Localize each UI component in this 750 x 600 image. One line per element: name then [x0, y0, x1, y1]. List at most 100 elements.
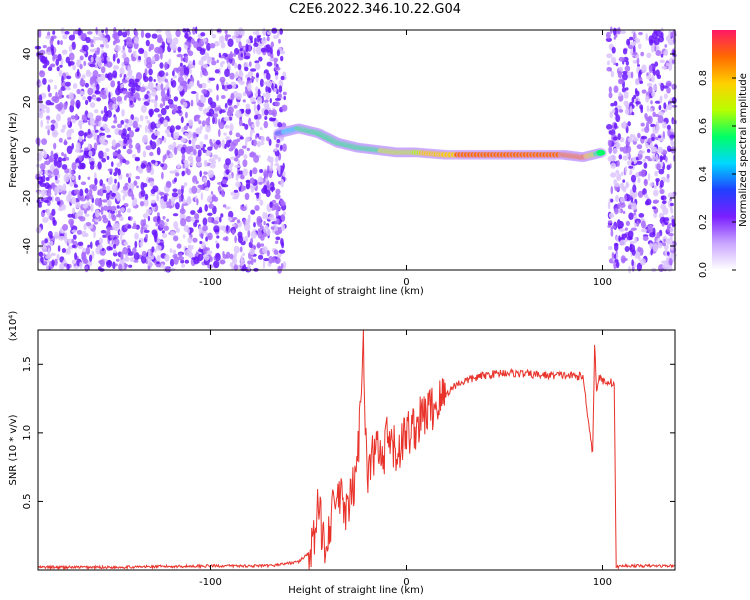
noise-speckle: [636, 144, 643, 150]
noise-speckle: [105, 44, 110, 49]
noise-speckle: [116, 162, 122, 168]
colorbar-tick-label: 0.2: [698, 214, 709, 230]
noise-speckle: [54, 186, 59, 195]
noise-speckle: [665, 177, 670, 183]
noise-speckle: [115, 208, 118, 215]
noise-speckle: [211, 34, 217, 39]
noise-speckle: [179, 62, 183, 67]
noise-speckle: [121, 109, 125, 117]
noise-speckle: [101, 157, 107, 163]
noise-speckle: [88, 96, 92, 103]
noise-speckle: [223, 116, 230, 122]
noise-speckle: [224, 124, 230, 129]
noise-speckle: [228, 210, 234, 219]
noise-speckle: [667, 192, 674, 199]
noise-speckle: [242, 168, 248, 176]
x-tick-label: 0: [403, 277, 409, 288]
noise-speckle: [184, 54, 189, 64]
noise-speckle: [281, 223, 286, 232]
noise-speckle: [216, 235, 220, 239]
noise-speckle: [47, 84, 51, 93]
noise-speckle: [232, 195, 239, 200]
noise-speckle: [172, 108, 177, 114]
noise-speckle: [47, 129, 50, 136]
noise-speckle: [250, 209, 256, 215]
noise-speckle: [133, 82, 139, 88]
noise-speckle: [40, 119, 44, 128]
noise-speckle: [607, 60, 610, 66]
noise-speckle: [280, 75, 285, 81]
noise-speckle: [56, 200, 61, 206]
noise-speckle: [249, 129, 253, 138]
noise-speckle: [269, 117, 274, 122]
noise-speckle: [263, 99, 269, 103]
noise-speckle: [78, 155, 83, 162]
noise-speckle: [666, 238, 670, 246]
noise-speckle: [42, 174, 46, 183]
noise-speckle: [140, 219, 145, 227]
noise-speckle: [643, 162, 648, 169]
noise-speckle: [623, 91, 629, 99]
noise-speckle: [652, 243, 659, 252]
noise-speckle: [88, 188, 93, 196]
noise-speckle: [168, 204, 173, 209]
noise-speckle: [652, 111, 656, 118]
signal-trace-layer: [273, 123, 607, 163]
noise-speckle: [244, 66, 249, 72]
noise-speckle: [160, 83, 164, 91]
noise-speckle: [69, 167, 72, 175]
noise-speckle: [668, 103, 672, 111]
noise-speckle: [71, 259, 76, 265]
noise-speckle: [134, 37, 139, 44]
noise-speckle: [204, 204, 208, 212]
noise-speckle: [117, 80, 121, 85]
noise-speckle: [168, 144, 174, 150]
noise-speckle: [618, 109, 624, 113]
noise-speckle: [249, 248, 255, 256]
noise-speckle: [202, 38, 207, 42]
noise-speckle: [652, 206, 657, 210]
noise-speckle: [266, 80, 272, 88]
noise-speckle: [165, 266, 170, 273]
noise-speckle: [633, 40, 636, 47]
noise-speckle: [263, 257, 269, 262]
noise-speckle: [260, 47, 266, 53]
noise-speckle: [112, 261, 116, 270]
noise-speckle: [56, 160, 62, 168]
noise-speckle: [642, 158, 647, 162]
noise-speckle: [159, 103, 164, 109]
noise-speckle: [275, 143, 280, 148]
noise-speckle: [266, 72, 271, 80]
noise-speckle: [634, 253, 641, 259]
noise-speckle: [122, 247, 128, 255]
noise-speckle: [190, 216, 196, 222]
noise-speckle: [282, 143, 287, 152]
noise-speckle: [268, 170, 273, 179]
colorbar-tick-label: 0.0: [698, 262, 709, 278]
noise-speckle: [112, 65, 120, 70]
noise-speckle: [665, 80, 672, 87]
snr-y-scale-label: (x10⁴): [8, 311, 19, 342]
noise-speckle: [55, 196, 60, 202]
noise-speckle: [616, 173, 622, 181]
noise-speckle: [192, 132, 197, 139]
noise-speckle: [80, 181, 87, 186]
noise-speckle: [186, 168, 191, 176]
noise-speckle: [146, 56, 152, 65]
noise-speckle: [127, 189, 134, 197]
noise-speckle: [99, 132, 106, 136]
noise-speckle: [110, 205, 117, 211]
x-tick-label: 0: [403, 577, 409, 588]
noise-speckle: [180, 56, 184, 62]
noise-speckle: [191, 185, 198, 194]
noise-speckle: [100, 259, 105, 268]
noise-speckle: [234, 62, 238, 69]
noise-speckle: [222, 179, 228, 185]
noise-speckle: [626, 71, 633, 79]
noise-speckle: [180, 259, 185, 264]
noise-speckle: [267, 109, 274, 116]
noise-speckle: [658, 168, 665, 175]
noise-speckle: [39, 110, 44, 119]
spectrogram-panel: -100 0 100 -40 -20 0 20 40: [22, 26, 678, 288]
noise-speckle: [95, 36, 100, 41]
